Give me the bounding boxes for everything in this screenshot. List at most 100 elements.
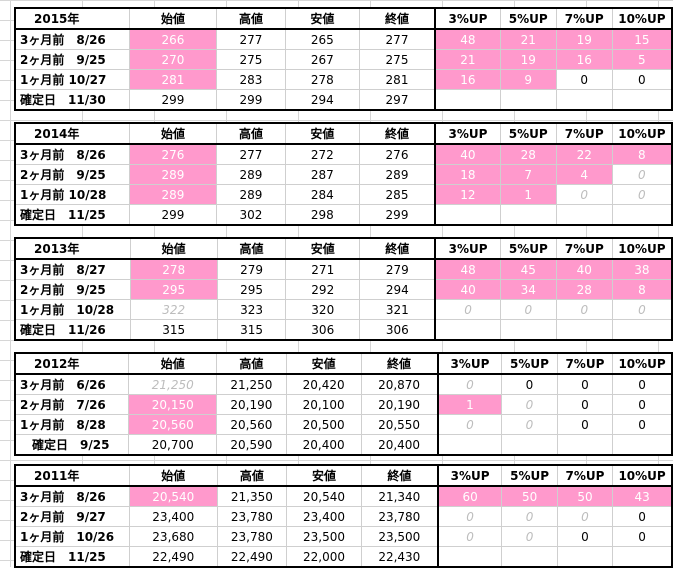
data-cell: 294 [359, 279, 437, 300]
data-cell: 48 [434, 259, 501, 280]
table-row: 1ヶ月前 8/28 20,560 20,560 20,500 20,550 0 0 0 0 [14, 414, 673, 435]
column-header: 3%UP [437, 464, 503, 487]
column-header: 安値 [286, 464, 362, 487]
row-label: 2ヶ月前 7/26 [14, 394, 130, 415]
row-label: 3ヶ月前 6/26 [14, 374, 130, 395]
year-block: 2011年 始値 高値 安値 終値 3%UP 5%UP 7%UP 10%UP 3ヶ月前 8/26 2… [14, 464, 673, 568]
data-cell: 322 [129, 299, 218, 320]
data-cell: 23,780 [216, 506, 288, 527]
data-cell: 20,550 [360, 414, 439, 435]
data-cell: 20,590 [216, 434, 287, 456]
data-cell: 279 [359, 259, 437, 280]
row-label: 確定日 11/30 [13, 89, 130, 111]
data-cell: 23,780 [360, 506, 439, 527]
header-row: 2012年 始値 高値 安値 終値 3%UP 5%UP 7%UP 10%UP [14, 352, 673, 375]
data-cell: 323 [216, 299, 287, 320]
data-cell: 276 [358, 144, 437, 165]
data-cell [556, 434, 614, 456]
data-cell: 0 [434, 299, 501, 320]
column-header: 始値 [128, 7, 218, 30]
data-cell [499, 319, 557, 341]
column-header: 5%UP [499, 122, 557, 145]
data-cell: 285 [358, 184, 437, 205]
data-cell: 279 [216, 259, 287, 280]
table-row: 1ヶ月前 10/26 23,680 23,780 23,500 23,500 0 0 0 0 [14, 526, 673, 547]
data-cell [555, 319, 613, 341]
data-cell: 306 [359, 319, 437, 341]
data-cell: 289 [216, 164, 286, 185]
row-label: 確定日 11/26 [13, 319, 131, 341]
data-cell: 297 [358, 89, 437, 111]
data-cell: 21,250 [128, 374, 218, 395]
data-cell: 20,700 [128, 434, 218, 456]
column-header: 安値 [285, 352, 362, 375]
column-header: 終値 [360, 464, 439, 487]
data-cell: 8 [611, 279, 673, 300]
data-cell: 12 [434, 184, 501, 205]
table-row: 3ヶ月前 8/26 20,540 21,350 20,540 21,340 60 50 50 4… [14, 486, 673, 507]
row-label: 3ヶ月前 8/26 [14, 486, 131, 507]
data-cell [499, 204, 557, 226]
data-cell: 320 [285, 299, 361, 320]
data-cell: 0 [437, 526, 503, 547]
data-cell: 265 [284, 29, 360, 50]
data-cell: 0 [501, 506, 558, 527]
data-cell [437, 546, 503, 568]
table-row: 1ヶ月前 10/28 322 323 320 321 0 0 0 0 [13, 299, 673, 320]
data-cell: 40 [434, 144, 501, 165]
data-cell: 43 [612, 486, 673, 507]
row-label: 2ヶ月前 9/25 [13, 49, 130, 70]
row-label: 2ヶ月前 9/25 [13, 164, 130, 185]
data-cell: 23,780 [216, 526, 288, 547]
data-cell: 278 [129, 259, 218, 280]
data-cell: 0 [555, 69, 613, 90]
data-cell [434, 319, 501, 341]
column-header: 安値 [284, 122, 360, 145]
column-header: 7%UP [556, 464, 614, 487]
header-row: 2014年 始値 高値 安値 終値 3%UP 5%UP 7%UP 10%UP [13, 122, 673, 145]
data-cell [555, 89, 613, 111]
data-cell: 0 [611, 299, 673, 320]
data-cell: 22,490 [216, 546, 288, 568]
data-cell: 0 [612, 506, 673, 527]
column-header: 7%UP [555, 7, 613, 30]
data-cell: 281 [128, 69, 218, 90]
data-cell: 23,680 [129, 526, 218, 547]
row-label: 1ヶ月前 10/26 [14, 526, 131, 547]
data-cell: 0 [501, 394, 558, 415]
data-cell: 20,400 [285, 434, 362, 456]
header-row: 2015年 始値 高値 安値 終値 3%UP 5%UP 7%UP 10%UP [13, 7, 673, 30]
column-header: 終値 [360, 352, 439, 375]
data-cell: 22,000 [286, 546, 362, 568]
data-cell: 22,430 [360, 546, 439, 568]
data-cell: 0 [611, 69, 673, 90]
data-cell: 45 [499, 259, 557, 280]
data-cell: 287 [284, 164, 360, 185]
column-header: 始値 [129, 464, 218, 487]
data-cell: 20,420 [285, 374, 362, 395]
row-label: 2ヶ月前 9/25 [13, 279, 131, 300]
column-header: 10%UP [611, 122, 673, 145]
data-cell: 295 [216, 279, 287, 300]
data-cell: 50 [556, 486, 614, 507]
data-cell: 60 [437, 486, 503, 507]
column-header: 3%UP [434, 7, 501, 30]
year-block: 2014年 始値 高値 安値 終値 3%UP 5%UP 7%UP 10%UP 3ヶ月前 8/26 2… [13, 122, 673, 226]
row-label: 確定日 11/25 [13, 204, 130, 226]
column-header: 始値 [129, 237, 218, 260]
data-cell: 21,250 [216, 374, 287, 395]
data-cell: 0 [556, 526, 614, 547]
column-header: 5%UP [499, 7, 557, 30]
data-cell: 28 [555, 279, 613, 300]
column-header: 5%UP [501, 352, 558, 375]
column-header: 安値 [284, 7, 360, 30]
data-cell: 299 [128, 204, 218, 226]
data-cell: 298 [284, 204, 360, 226]
row-label: 1ヶ月前 10/27 [13, 69, 130, 90]
data-cell: 299 [358, 204, 437, 226]
data-cell: 1 [437, 394, 503, 415]
year-block: 2012年 始値 高値 安値 終値 3%UP 5%UP 7%UP 10%UP 3ヶ月前 6/26 2… [14, 352, 673, 456]
data-cell: 299 [216, 89, 286, 111]
data-cell: 28 [499, 144, 557, 165]
table-row: 3ヶ月前 8/26 276 277 272 276 40 28 22 8 [13, 144, 673, 165]
